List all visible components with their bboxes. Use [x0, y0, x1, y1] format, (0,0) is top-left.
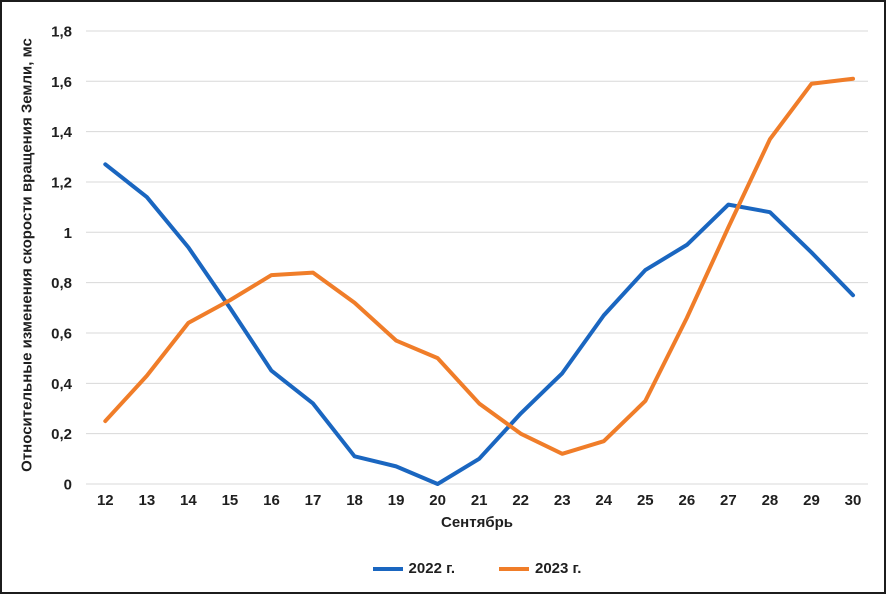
- x-tick-label: 18: [346, 492, 363, 509]
- x-tick-label: 19: [388, 492, 405, 509]
- x-axis-title: Сентябрь: [441, 514, 513, 531]
- y-tick-label: 1,8: [51, 23, 72, 40]
- x-tick-label: 24: [595, 492, 612, 509]
- x-tick-label: 29: [803, 492, 820, 509]
- x-tick-label: 17: [305, 492, 322, 509]
- legend-item-2023: 2023 г.: [499, 560, 581, 577]
- y-tick-label: 1,4: [51, 124, 73, 141]
- y-tick-label: 0,8: [51, 275, 72, 292]
- x-tick-label: 20: [429, 492, 446, 509]
- series-line-2022: [103, 162, 856, 486]
- x-tick-label: 28: [762, 492, 779, 509]
- y-tick-label: 1,6: [51, 74, 72, 91]
- x-tick-label: 13: [138, 492, 155, 509]
- x-tick-label: 22: [512, 492, 529, 509]
- series-line-2023: [103, 76, 856, 456]
- legend-line-swatch-2023: [499, 566, 529, 571]
- y-tick-label: 0,4: [51, 376, 73, 393]
- y-tick-label: 1: [64, 225, 72, 242]
- x-tick-label: 26: [679, 492, 696, 509]
- legend-label-2023: 2023 г.: [535, 560, 582, 577]
- x-tick-label: 30: [845, 492, 862, 509]
- x-tick-label: 25: [637, 492, 654, 509]
- x-tick-label: 16: [263, 492, 280, 509]
- x-tick-label: 23: [554, 492, 571, 509]
- legend: 2022 г. 2023 г.: [86, 560, 868, 577]
- legend-label-2022: 2022 г.: [408, 560, 455, 577]
- legend-item-2022: 2022 г.: [372, 560, 455, 577]
- x-tick-label: 27: [720, 492, 737, 509]
- y-tick-label: 0: [64, 477, 72, 494]
- x-tick-label: 14: [180, 492, 197, 509]
- x-tick-label: 21: [471, 492, 488, 509]
- y-tick-label: 1,2: [51, 174, 72, 191]
- legend-line-swatch-2022: [372, 566, 403, 571]
- x-tick-label: 12: [97, 492, 114, 509]
- y-tick-label: 0,2: [51, 426, 72, 443]
- x-tick-label: 15: [222, 492, 239, 509]
- y-tick-label: 0,6: [51, 325, 72, 342]
- y-axis-title: Относительные изменения скорости вращени…: [18, 38, 36, 472]
